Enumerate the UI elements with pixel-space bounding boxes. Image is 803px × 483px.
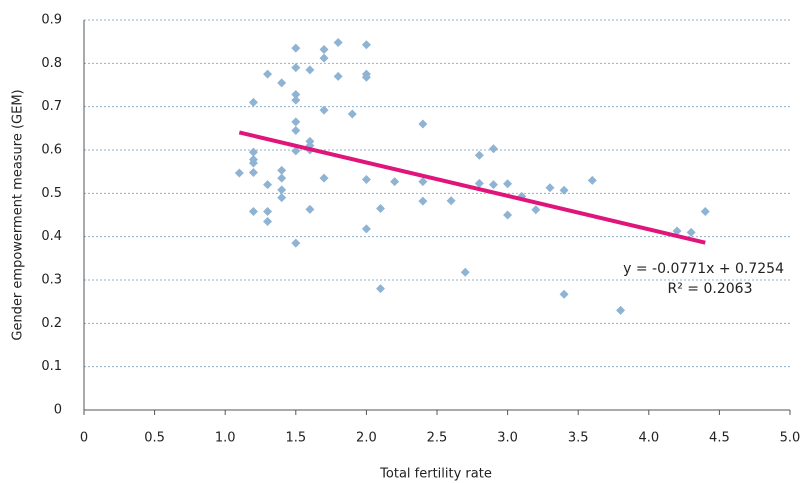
point bbox=[277, 193, 287, 203]
point bbox=[263, 207, 273, 217]
point bbox=[559, 185, 569, 195]
point bbox=[277, 173, 287, 183]
point bbox=[531, 205, 541, 215]
point bbox=[446, 196, 456, 206]
point bbox=[305, 204, 315, 214]
point bbox=[390, 177, 400, 187]
point bbox=[361, 224, 371, 234]
point bbox=[319, 105, 329, 115]
point bbox=[418, 119, 428, 129]
point bbox=[474, 150, 484, 160]
x-tick-label: 3.0 bbox=[497, 431, 518, 446]
point bbox=[248, 97, 258, 107]
point bbox=[291, 95, 301, 105]
y-tick-label: 0.1 bbox=[41, 359, 62, 374]
y-tick-label: 0.8 bbox=[41, 56, 62, 71]
point bbox=[474, 178, 484, 188]
trendline-r2: R² = 0.2063 bbox=[668, 281, 753, 297]
point bbox=[291, 90, 301, 100]
point bbox=[488, 180, 498, 190]
point bbox=[291, 117, 301, 127]
point bbox=[376, 204, 386, 213]
point bbox=[376, 284, 386, 294]
point bbox=[291, 126, 301, 135]
point bbox=[333, 38, 343, 48]
point bbox=[291, 238, 301, 248]
y-tick-label: 0 bbox=[54, 403, 62, 418]
point bbox=[333, 71, 343, 81]
point bbox=[418, 177, 428, 187]
point bbox=[559, 289, 569, 299]
point bbox=[361, 72, 371, 82]
point bbox=[672, 226, 682, 236]
point bbox=[305, 65, 315, 75]
point bbox=[248, 207, 258, 217]
point bbox=[263, 180, 273, 190]
point bbox=[263, 217, 273, 226]
x-tick-label: 1.5 bbox=[285, 431, 306, 446]
x-tick-label: 2.5 bbox=[427, 431, 448, 446]
point bbox=[277, 165, 287, 175]
point bbox=[418, 196, 428, 206]
point bbox=[291, 146, 301, 156]
point bbox=[686, 227, 696, 237]
trendline bbox=[238, 130, 706, 245]
point bbox=[503, 179, 513, 189]
point bbox=[460, 267, 470, 277]
point bbox=[616, 305, 626, 315]
point bbox=[361, 40, 371, 50]
y-tick-label: 0.3 bbox=[41, 273, 62, 288]
point bbox=[291, 43, 301, 53]
x-axis-title: Total fertility rate bbox=[379, 467, 492, 482]
point bbox=[545, 183, 555, 193]
point bbox=[700, 207, 710, 217]
x-tick-label: 5.0 bbox=[780, 431, 801, 446]
point bbox=[277, 78, 287, 88]
point bbox=[248, 158, 258, 168]
x-tick-label: 4.0 bbox=[638, 431, 659, 446]
x-tick-label: 3.5 bbox=[568, 431, 589, 446]
point bbox=[234, 168, 244, 178]
point bbox=[503, 210, 513, 220]
point bbox=[248, 147, 258, 157]
point bbox=[319, 173, 329, 183]
point bbox=[488, 144, 498, 154]
point bbox=[319, 53, 329, 63]
point bbox=[248, 168, 258, 178]
y-tick-label: 0.4 bbox=[41, 229, 62, 244]
y-tick-label: 0.7 bbox=[41, 99, 62, 114]
x-tick-label: 0.5 bbox=[144, 431, 165, 446]
trendline-equation: y = -0.0771x + 0.7254 bbox=[623, 261, 784, 277]
x-tick-label: 1.0 bbox=[215, 431, 236, 446]
x-tick-label: 2.0 bbox=[356, 431, 377, 446]
point bbox=[263, 69, 273, 79]
point bbox=[291, 63, 301, 73]
x-tick-label: 0 bbox=[80, 431, 88, 446]
y-tick-label: 0.2 bbox=[41, 316, 62, 331]
y-tick-label: 0.9 bbox=[41, 13, 62, 28]
y-axis-title: Gender empowerment measure (GEM) bbox=[11, 89, 26, 340]
y-tick-label: 0.5 bbox=[41, 186, 62, 201]
point bbox=[319, 44, 329, 54]
point bbox=[361, 174, 371, 184]
point bbox=[277, 185, 287, 195]
x-tick-label: 4.5 bbox=[709, 431, 730, 446]
point bbox=[347, 109, 357, 119]
point bbox=[587, 175, 597, 185]
y-tick-label: 0.6 bbox=[41, 143, 62, 158]
